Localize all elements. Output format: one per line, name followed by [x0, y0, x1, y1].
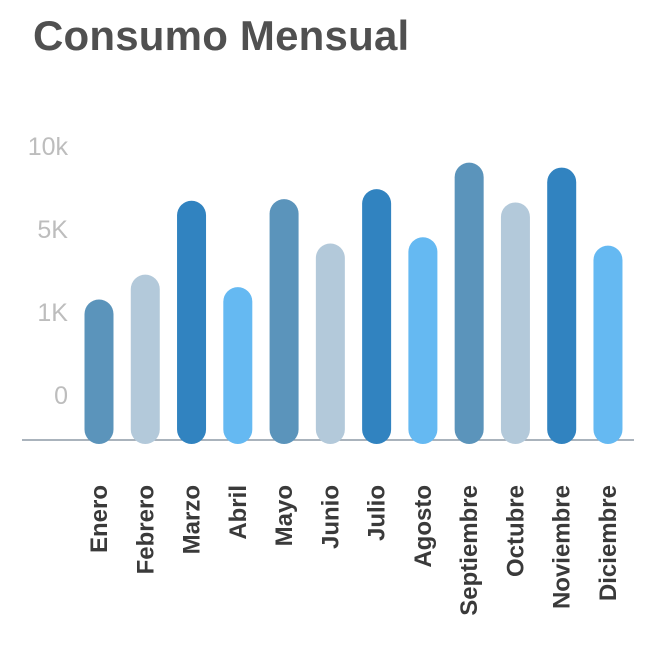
x-tick-label-marzo: Marzo: [179, 485, 206, 554]
x-tick-label-febrero: Febrero: [132, 485, 159, 574]
bar-octubre[interactable]: [500, 202, 530, 444]
bar-marzo[interactable]: [177, 200, 207, 444]
x-tick-label-julio: Julio: [364, 485, 391, 541]
x-tick-label-septiembre: Septiembre: [456, 485, 483, 616]
bars: [84, 162, 623, 444]
bar-febrero[interactable]: [130, 274, 160, 444]
y-tick-label: 0: [54, 382, 68, 410]
x-tick-label-enero: Enero: [86, 485, 113, 553]
x-tick-label-noviembre: Noviembre: [549, 485, 576, 609]
x-tick-label-agosto: Agosto: [410, 485, 437, 568]
y-tick-label: 5K: [37, 216, 68, 244]
bar-septiembre[interactable]: [454, 162, 484, 444]
x-tick-label-junio: Junio: [317, 485, 344, 549]
bar-noviembre[interactable]: [547, 167, 577, 444]
y-tick-label: 10k: [28, 133, 69, 161]
chart-title: Consumo Mensual: [33, 12, 410, 59]
x-tick-label-abril: Abril: [225, 485, 252, 540]
bar-enero[interactable]: [84, 299, 114, 444]
bar-abril[interactable]: [223, 287, 253, 444]
bar-agosto[interactable]: [408, 237, 438, 444]
y-tick-label: 1K: [37, 299, 68, 327]
bar-julio[interactable]: [362, 189, 392, 444]
bar-junio[interactable]: [315, 243, 345, 444]
bar-diciembre[interactable]: [593, 245, 623, 444]
x-tick-label-diciembre: Diciembre: [595, 485, 622, 601]
x-tick-label-mayo: Mayo: [271, 485, 298, 546]
y-axis-ticks: 0 1K 5K 10k: [28, 133, 69, 410]
bar-mayo[interactable]: [269, 199, 299, 444]
x-axis-labels: Enero Febrero Marzo Abril Mayo Junio Julio Agos…: [86, 485, 622, 616]
x-tick-label-octubre: Octubre: [502, 485, 529, 577]
